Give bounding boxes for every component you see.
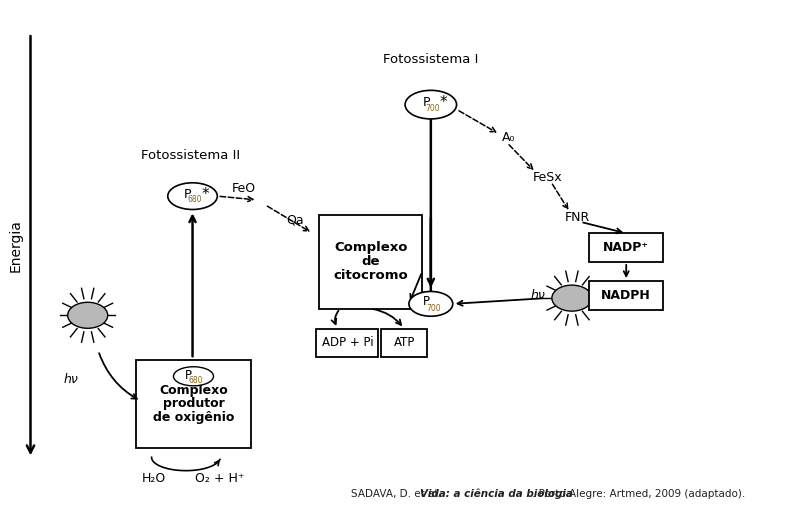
Text: *: *	[440, 95, 447, 110]
Text: P: P	[422, 295, 429, 308]
Text: NADP⁺: NADP⁺	[603, 241, 649, 254]
Text: O₂ + H⁺: O₂ + H⁺	[195, 472, 245, 485]
Ellipse shape	[409, 291, 453, 316]
Ellipse shape	[173, 367, 214, 386]
Text: citocromo: citocromo	[334, 269, 408, 282]
Text: . Porto Alegre: Artmed, 2009 (adaptado).: . Porto Alegre: Artmed, 2009 (adaptado).	[532, 488, 746, 499]
Text: 700: 700	[426, 304, 441, 313]
Text: FNR: FNR	[565, 211, 590, 224]
Bar	[382, 329, 427, 357]
Text: FeSx: FeSx	[532, 171, 562, 184]
Text: FeO: FeO	[232, 182, 256, 195]
Bar	[589, 233, 663, 262]
Bar	[137, 360, 250, 448]
Bar	[316, 329, 378, 357]
Text: Vida: a ciência da biologia: Vida: a ciência da biologia	[420, 488, 573, 499]
Text: Qa: Qa	[287, 214, 305, 227]
Text: SADAVA, D. et al.: SADAVA, D. et al.	[351, 488, 444, 499]
Bar	[319, 215, 422, 308]
Text: Fotossistema II: Fotossistema II	[141, 149, 240, 162]
Text: 680: 680	[187, 196, 202, 204]
Ellipse shape	[552, 285, 592, 311]
Text: de oxigênio: de oxigênio	[153, 411, 234, 424]
Text: Fotossistema I: Fotossistema I	[383, 54, 479, 67]
Text: P: P	[422, 96, 430, 109]
Text: hν: hν	[530, 289, 545, 302]
Text: NADPH: NADPH	[601, 289, 651, 302]
Ellipse shape	[68, 302, 108, 328]
Text: P: P	[184, 188, 192, 201]
Text: hν: hν	[63, 373, 78, 386]
Text: ADP + Pi: ADP + Pi	[322, 336, 373, 349]
Text: de: de	[362, 255, 380, 268]
Bar	[589, 281, 663, 309]
Text: Complexo: Complexo	[159, 384, 228, 397]
Text: ATP: ATP	[393, 336, 414, 349]
Ellipse shape	[168, 183, 217, 210]
Text: Energia: Energia	[9, 219, 22, 272]
Text: 700: 700	[425, 104, 440, 113]
Text: A₀: A₀	[502, 132, 516, 145]
Text: P: P	[185, 369, 192, 382]
Text: H₂O: H₂O	[141, 472, 166, 485]
Text: Complexo: Complexo	[334, 241, 407, 254]
Ellipse shape	[405, 90, 457, 119]
Text: *: *	[201, 187, 209, 202]
Text: 680: 680	[188, 375, 203, 385]
Text: produtor: produtor	[162, 397, 225, 410]
